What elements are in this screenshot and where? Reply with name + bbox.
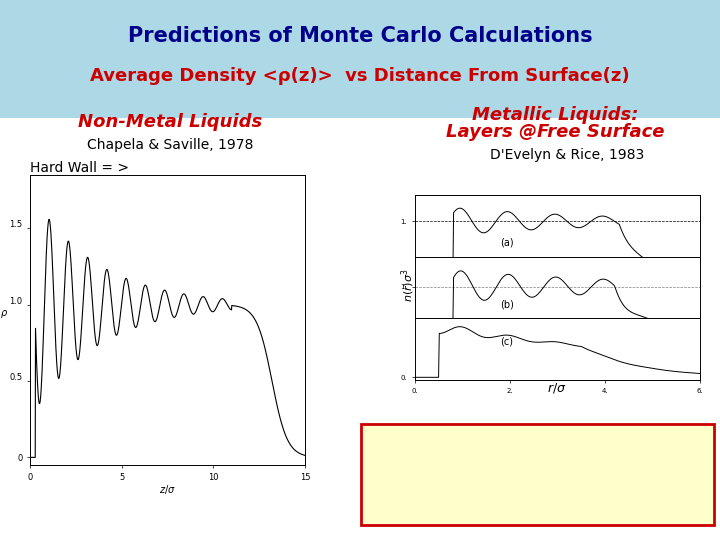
Text: Layers @Free Surface: Layers @Free Surface xyxy=(446,123,665,141)
Text: D'Evelyn & Rice, 1983: D'Evelyn & Rice, 1983 xyxy=(490,148,644,162)
Text: Predictions of Monte Carlo Calculations: Predictions of Monte Carlo Calculations xyxy=(127,26,593,46)
Text: No-Layer: No-Layer xyxy=(202,329,279,345)
Y-axis label: $\rho$: $\rho$ xyxy=(0,308,8,320)
Text: is not supported: is not supported xyxy=(204,257,295,267)
Text: $n(r)\sigma^3$: $n(r)\sigma^3$ xyxy=(399,268,417,302)
Text: Non-Metal Liquids: Non-Metal Liquids xyxy=(78,113,262,131)
Text: Hard Wall = >: Hard Wall = > xyxy=(30,161,129,175)
Text: Chapela & Saville, 1978: Chapela & Saville, 1978 xyxy=(87,138,253,152)
X-axis label: $z/\sigma$: $z/\sigma$ xyxy=(159,483,176,496)
Text: (b): (b) xyxy=(500,299,514,309)
Text: Average Density <ρ(z)>  vs Distance From Surface(z): Average Density <ρ(z)> vs Distance From … xyxy=(90,67,630,85)
Text: Surface Structure Factor $\Phi$(Q$_\mathrm{z}$): Surface Structure Factor $\Phi$(Q$_\math… xyxy=(410,485,665,506)
Text: Macintosh PICT: Macintosh PICT xyxy=(207,225,292,235)
Text: (a): (a) xyxy=(500,238,514,247)
Text: Metallic Liquids:: Metallic Liquids: xyxy=(472,106,638,124)
Text: image format: image format xyxy=(212,241,288,251)
Bar xyxy=(0,0,720,118)
Text: $r/\sigma$: $r/\sigma$ xyxy=(547,381,567,395)
Text: (c): (c) xyxy=(500,336,513,346)
Text: Layers: Layers xyxy=(30,178,76,192)
Text: Free Surface: Free Surface xyxy=(192,313,288,327)
Text: Liquid/Vapor: Liquid/Vapor xyxy=(481,448,594,467)
